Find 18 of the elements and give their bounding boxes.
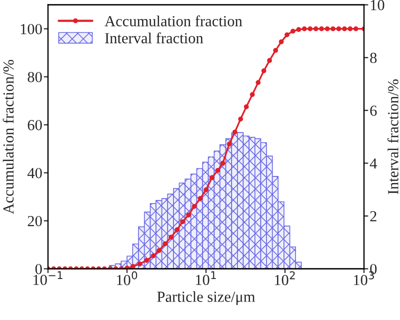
y2-tick-label: 8 <box>370 52 377 64</box>
y-tick-label: 80 <box>28 72 42 82</box>
x-tick-label: 10$^{2}$ <box>274 271 295 286</box>
x-axis-title: Particle size/μm <box>157 291 256 306</box>
x-tick-label: 10$^{0}$ <box>116 271 138 286</box>
y2-axis-title: Interval fraction/% <box>387 79 398 194</box>
y-axis-title: Accumulation fraction/% <box>2 60 14 214</box>
y2-tick-label: 2 <box>370 211 376 222</box>
y-tick-label: 60 <box>28 120 42 130</box>
y2-tick-label: 10 <box>370 0 384 10</box>
y2-tick-label: 6 <box>370 106 377 116</box>
legend-label: Accumulation fraction <box>104 15 242 26</box>
x-tick-label: 10$^{1}$ <box>196 271 216 286</box>
legend-label: Interval fraction <box>105 32 204 44</box>
y-tick-label: 40 <box>27 168 42 178</box>
y-tick-label: 20 <box>28 216 42 226</box>
y-tick-label: 100 <box>20 24 42 34</box>
y2-tick-label: 4 <box>370 158 377 168</box>
